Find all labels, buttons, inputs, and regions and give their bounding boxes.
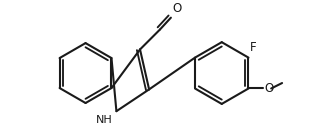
Text: O: O [173, 2, 182, 15]
Text: O: O [264, 82, 273, 95]
Text: NH: NH [96, 115, 113, 125]
Text: F: F [250, 41, 257, 54]
